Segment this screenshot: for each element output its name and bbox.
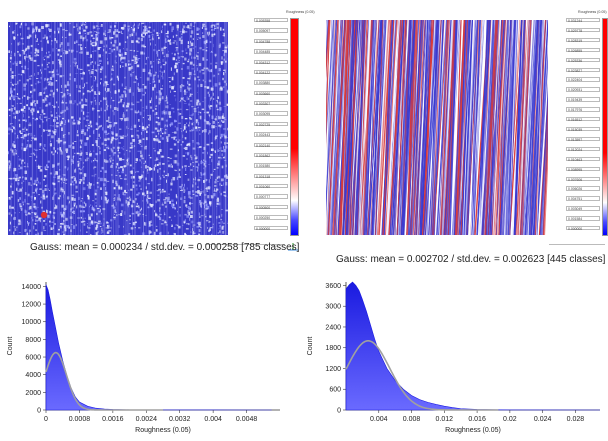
- x-tick-label: 0.02: [503, 416, 517, 423]
- y-tick-label: 600: [329, 387, 341, 394]
- scale-label: 0.004312: [254, 60, 288, 64]
- scale-label: 0.000777: [254, 194, 288, 198]
- scale-title-right: Roughness (0.05): [578, 10, 607, 14]
- x-tick-label: 0.0024: [136, 416, 158, 423]
- scale-label: 0.001584: [566, 216, 600, 220]
- y-tick-label: 0: [337, 408, 341, 415]
- roughness-map-left[interactable]: [8, 22, 228, 235]
- histogram-right-chart: 0 600 1200 1800 2400 3000 3600 0.004 0.008 0.012 0…: [304, 272, 608, 436]
- x-tick-label: 0.004: [204, 416, 222, 423]
- colorbar-right: [602, 18, 608, 236]
- scale-label: 0.005097: [254, 28, 288, 32]
- scale-label: 0.022404: [566, 77, 600, 81]
- scale-label: 0.031244: [566, 18, 600, 22]
- scale-label: 0.006026: [566, 186, 600, 190]
- scale-label: 0.016512: [566, 117, 600, 121]
- scale-label: 0.001580: [254, 163, 288, 167]
- scale-label: 0.004122: [254, 70, 288, 74]
- y-tick-label: 0: [37, 408, 41, 415]
- scale-label: 0.000000: [254, 226, 288, 230]
- y-tick-label: 2400: [325, 324, 341, 331]
- histogram-area: [46, 285, 272, 410]
- gauss-stats-left: Gauss: mean = 0.000234 / std.dev. = 0.00…: [30, 242, 299, 253]
- y-axis-label: Count: [7, 337, 14, 356]
- y-axis-label: Count: [307, 337, 314, 356]
- y-tick-label: 3600: [325, 283, 341, 290]
- scale-label: 0.017976: [566, 107, 600, 111]
- scale-label: 0.029778: [566, 28, 600, 32]
- gauss-stats-right: Gauss: mean = 0.002702 / std.dev. = 0.00…: [336, 254, 605, 265]
- scale-label: 0.019439: [566, 97, 600, 101]
- roughness-map-right[interactable]: [326, 20, 548, 235]
- scale-label: 0.003660: [254, 91, 288, 95]
- scale-label: 0.004485: [254, 49, 288, 53]
- scale-label: 0.003880: [254, 80, 288, 84]
- scale-label: 0.023827: [566, 68, 600, 72]
- scale-label: 0.000000: [566, 226, 600, 230]
- x-tick-label: 0.0008: [69, 416, 91, 423]
- color-scale-right: Roughness (0.05) 0.031244 0.029778 0.02831…: [566, 10, 608, 235]
- scale-label: 0.010463: [566, 157, 600, 161]
- x-axis-label: Roughness (0.05): [135, 427, 191, 434]
- scale-label: 0.001862: [254, 153, 288, 157]
- axis-tick-line-right: [549, 244, 605, 245]
- x-tick-label: 0.012: [436, 416, 454, 423]
- x-tick-label: 0.024: [534, 416, 552, 423]
- scale-label: 0.025336: [566, 58, 600, 62]
- y-tick-label: 1200: [325, 366, 341, 373]
- histogram-right: 0 600 1200 1800 2400 3000 3600 0.004 0.008 0.012 0…: [304, 272, 608, 436]
- histogram-left: 0 2000 4000 6000 8000 10000 12000 14000 0 0.0008 0…: [0, 272, 304, 436]
- y-tick-label: 10000: [22, 319, 42, 326]
- scale-label: 0.003307: [254, 101, 288, 105]
- scale-label: 0.005358: [254, 18, 288, 22]
- y-tick-label: 3000: [325, 304, 341, 311]
- scale-label: 0.003049: [566, 206, 600, 210]
- histogram-left-chart: 0 2000 4000 6000 8000 10000 12000 14000 0 0.0008 0…: [0, 272, 304, 436]
- x-tick-label: 0.0032: [169, 416, 191, 423]
- scale-label: 0.028319: [566, 38, 600, 42]
- x-tick-label: 0: [44, 416, 48, 423]
- roughness-map-left-render: [8, 22, 228, 235]
- colorbar-left: [290, 18, 299, 236]
- scale-label: 0.001060: [254, 184, 288, 188]
- y-tick-label: 2000: [25, 390, 41, 397]
- y-tick-label: 1800: [325, 345, 341, 352]
- scale-label: 0.004751: [566, 196, 600, 200]
- scale-label: 0.000250: [254, 215, 288, 219]
- histogram-area: [346, 282, 600, 410]
- scale-label: 0.001318: [254, 174, 288, 178]
- scale-label: 0.026855: [566, 48, 600, 52]
- scale-label: 0.015039: [566, 127, 600, 131]
- scale-label: 0.003095: [254, 111, 288, 115]
- x-axis-label: Roughness (0.05): [445, 427, 501, 434]
- y-tick-label: 12000: [22, 302, 42, 309]
- x-tick-label: 0.008: [403, 416, 421, 423]
- y-tick-label: 4000: [25, 372, 41, 379]
- x-tick-label: 0.028: [567, 416, 585, 423]
- y-tick-label: 14000: [22, 284, 42, 291]
- y-tick-label: 8000: [25, 337, 41, 344]
- roughness-map-right-render: [326, 20, 548, 235]
- x-tick-label: 0.0048: [236, 416, 258, 423]
- scale-label: 0.020931: [566, 87, 600, 91]
- scale-label: 0.002725: [254, 122, 288, 126]
- scale-label: 0.008995: [566, 167, 600, 171]
- scale-label: 0.000500: [254, 205, 288, 209]
- x-tick-label: 0.0016: [102, 416, 124, 423]
- scale-label: 0.002443: [254, 132, 288, 136]
- right-map-panel: Roughness (0.05) 0.031244 0.029778 0.02831…: [304, 0, 608, 270]
- scale-label: 0.002140: [254, 143, 288, 147]
- scale-label: 0.007606: [566, 177, 600, 181]
- scale-label: 0.012024: [566, 147, 600, 151]
- y-tick-label: 6000: [25, 355, 41, 362]
- x-tick-label: 0.004: [370, 416, 388, 423]
- x-tick-label: 0.016: [468, 416, 486, 423]
- scale-label: 0.013597: [566, 137, 600, 141]
- scale-label: 0.004788: [254, 39, 288, 43]
